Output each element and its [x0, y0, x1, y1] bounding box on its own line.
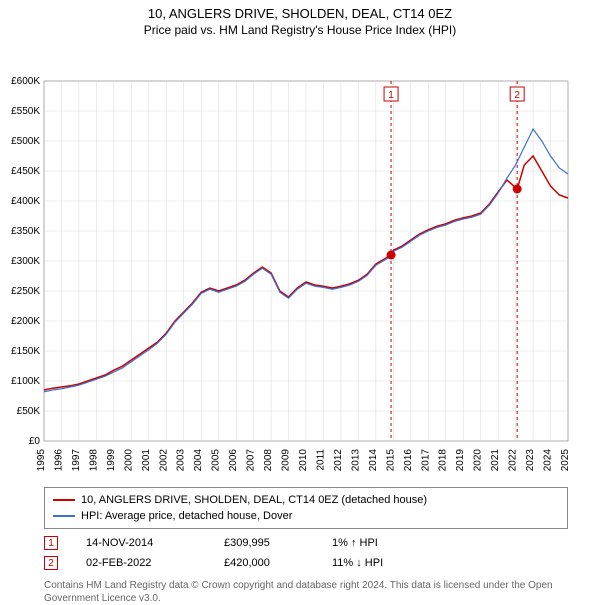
callout-pct: 1% ↑ HPI	[332, 537, 412, 549]
callout-row: 2 02-FEB-2022 £420,000 11% ↓ HPI	[44, 553, 568, 573]
svg-text:2019: 2019	[455, 449, 466, 472]
legend-item: 10, ANGLERS DRIVE, SHOLDEN, DEAL, CT14 0…	[53, 492, 559, 508]
chart-area: £0 £50K £100K £150K £200K £250K £300K £350K £400…	[0, 37, 600, 481]
svg-text:2013: 2013	[350, 449, 361, 472]
svg-text:1996: 1996	[53, 449, 64, 472]
callout-badge: 1	[44, 536, 58, 550]
svg-text:£300K: £300K	[11, 256, 40, 267]
svg-text:2018: 2018	[438, 449, 449, 472]
legend-label: HPI: Average price, detached house, Dove…	[81, 510, 292, 522]
svg-text:2008: 2008	[263, 449, 274, 472]
svg-text:1: 1	[388, 90, 394, 101]
svg-text:2004: 2004	[193, 449, 204, 472]
svg-text:2012: 2012	[333, 449, 344, 472]
svg-text:2014: 2014	[368, 449, 379, 472]
callout-table: 1 14-NOV-2014 £309,995 1% ↑ HPI 2 02-FEB-2022…	[44, 533, 568, 573]
svg-text:2015: 2015	[385, 449, 396, 472]
callout-row: 1 14-NOV-2014 £309,995 1% ↑ HPI	[44, 533, 568, 553]
svg-text:£350K: £350K	[11, 226, 40, 237]
legend-swatch	[53, 515, 75, 517]
svg-text:£200K: £200K	[11, 316, 40, 327]
svg-text:2010: 2010	[298, 449, 309, 472]
svg-text:2007: 2007	[246, 449, 257, 472]
svg-text:1998: 1998	[88, 449, 99, 472]
svg-text:£600K: £600K	[11, 76, 40, 87]
svg-text:£150K: £150K	[11, 346, 40, 357]
svg-text:2017: 2017	[420, 449, 431, 472]
svg-text:2005: 2005	[211, 449, 222, 472]
legend-item: HPI: Average price, detached house, Dove…	[53, 508, 559, 524]
svg-text:2006: 2006	[228, 449, 239, 472]
svg-text:2002: 2002	[158, 449, 169, 472]
svg-text:2022: 2022	[508, 449, 519, 472]
svg-text:2024: 2024	[543, 449, 554, 472]
footnote: Contains HM Land Registry data © Crown c…	[44, 579, 568, 605]
svg-text:1997: 1997	[71, 449, 82, 472]
callout-price: £420,000	[224, 557, 304, 569]
svg-text:£550K: £550K	[11, 106, 40, 117]
callout-pct: 11% ↓ HPI	[332, 557, 412, 569]
svg-text:£400K: £400K	[11, 196, 40, 207]
svg-text:£500K: £500K	[11, 136, 40, 147]
svg-text:2021: 2021	[490, 449, 501, 472]
price-chart: £0 £50K £100K £150K £200K £250K £300K £350K £400…	[0, 37, 600, 481]
svg-text:£250K: £250K	[11, 286, 40, 297]
chart-title: 10, ANGLERS DRIVE, SHOLDEN, DEAL, CT14 0…	[0, 6, 600, 21]
svg-text:2016: 2016	[403, 449, 414, 472]
svg-text:2023: 2023	[525, 449, 536, 472]
svg-text:2: 2	[514, 90, 520, 101]
callout-badge: 2	[44, 556, 58, 570]
svg-text:£450K: £450K	[11, 166, 40, 177]
svg-text:£50K: £50K	[17, 406, 41, 417]
callout-date: 14-NOV-2014	[86, 537, 196, 549]
legend-label: 10, ANGLERS DRIVE, SHOLDEN, DEAL, CT14 0…	[81, 494, 427, 506]
svg-text:2025: 2025	[560, 449, 571, 472]
legend-swatch	[53, 499, 75, 501]
callout-price: £309,995	[224, 537, 304, 549]
svg-text:£0: £0	[29, 436, 41, 447]
chart-subtitle: Price paid vs. HM Land Registry's House …	[0, 23, 600, 37]
svg-text:2011: 2011	[315, 449, 326, 471]
svg-text:£100K: £100K	[11, 376, 40, 387]
svg-text:2003: 2003	[176, 449, 187, 472]
svg-text:2009: 2009	[281, 449, 292, 472]
chart-titles: 10, ANGLERS DRIVE, SHOLDEN, DEAL, CT14 0…	[0, 0, 600, 37]
svg-text:2000: 2000	[123, 449, 134, 472]
svg-text:2001: 2001	[141, 449, 152, 472]
svg-text:2020: 2020	[473, 449, 484, 472]
legend: 10, ANGLERS DRIVE, SHOLDEN, DEAL, CT14 0…	[44, 487, 568, 529]
callout-date: 02-FEB-2022	[86, 557, 196, 569]
svg-text:1999: 1999	[106, 449, 117, 472]
svg-text:1995: 1995	[36, 449, 47, 472]
